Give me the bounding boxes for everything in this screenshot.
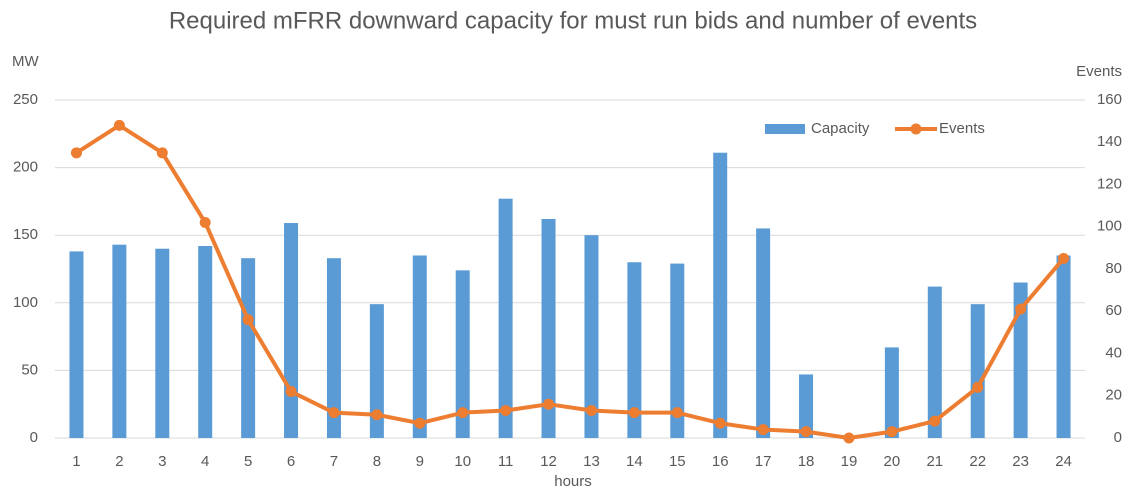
line-point bbox=[500, 405, 512, 417]
y2-tick-label: 120 bbox=[1097, 175, 1122, 192]
line-point bbox=[843, 432, 855, 444]
line-point bbox=[414, 417, 426, 429]
bar bbox=[713, 152, 728, 438]
line-point bbox=[757, 424, 769, 436]
x-tick-label: 22 bbox=[969, 453, 986, 470]
y2-tick-label: 80 bbox=[1105, 260, 1122, 277]
line-point bbox=[543, 398, 555, 410]
line-point bbox=[972, 381, 984, 393]
bar bbox=[69, 251, 84, 438]
x-tick-label: 12 bbox=[540, 453, 557, 470]
x-tick-label: 16 bbox=[712, 453, 729, 470]
y-tick-label: 200 bbox=[13, 159, 38, 176]
y2-tick-label: 160 bbox=[1097, 91, 1122, 108]
x-tick-label: 3 bbox=[158, 453, 166, 470]
chart-title: Required mFRR downward capacity for must… bbox=[169, 7, 977, 34]
y-tick-label: 100 bbox=[13, 294, 38, 311]
line-point bbox=[1058, 252, 1070, 264]
bar bbox=[284, 223, 299, 438]
x-tick-label: 4 bbox=[201, 453, 209, 470]
y2-axis-title: Events bbox=[1076, 63, 1122, 80]
y2-tick-label: 20 bbox=[1105, 387, 1122, 404]
x-tick-label: 11 bbox=[498, 453, 514, 470]
x-tick-label: 19 bbox=[841, 453, 858, 470]
bar bbox=[884, 347, 899, 438]
y2-tick-label: 140 bbox=[1097, 133, 1122, 150]
x-tick-label: 14 bbox=[626, 453, 643, 470]
line-point bbox=[371, 409, 383, 421]
line-point bbox=[242, 314, 254, 326]
bar bbox=[970, 304, 985, 438]
bar bbox=[412, 255, 427, 438]
x-axis-title: hours bbox=[554, 473, 592, 490]
x-tick-label: 15 bbox=[669, 453, 686, 470]
y-tick-label: 50 bbox=[21, 361, 38, 378]
x-tick-label: 21 bbox=[926, 453, 943, 470]
line-point bbox=[886, 426, 898, 438]
y2-tick-label: 60 bbox=[1105, 302, 1122, 319]
line-point bbox=[1015, 303, 1027, 315]
bar bbox=[241, 258, 256, 438]
y-tick-label: 250 bbox=[13, 91, 38, 108]
bar bbox=[198, 246, 213, 438]
bar bbox=[584, 235, 599, 438]
x-tick-label: 17 bbox=[755, 453, 772, 470]
y-tick-label: 150 bbox=[13, 226, 38, 243]
x-tick-label: 6 bbox=[287, 453, 295, 470]
bar bbox=[627, 262, 642, 438]
x-tick-label: 18 bbox=[798, 453, 815, 470]
line-point bbox=[328, 407, 340, 419]
line-point bbox=[113, 119, 125, 131]
bar bbox=[369, 304, 384, 438]
line-point bbox=[70, 147, 82, 159]
bar bbox=[112, 244, 127, 438]
x-tick-label: 7 bbox=[330, 453, 338, 470]
line-point bbox=[929, 415, 941, 427]
y2-tick-label: 40 bbox=[1105, 344, 1122, 361]
line-point bbox=[671, 407, 683, 419]
bar bbox=[1056, 255, 1071, 438]
line-point bbox=[457, 407, 469, 419]
line-point bbox=[199, 217, 211, 229]
x-tick-label: 5 bbox=[244, 453, 252, 470]
bar bbox=[756, 228, 771, 438]
bar bbox=[799, 374, 814, 438]
legend-label: Capacity bbox=[811, 120, 870, 137]
line-point bbox=[585, 405, 597, 417]
x-tick-label: 9 bbox=[416, 453, 424, 470]
y-tick-label: 0 bbox=[30, 429, 38, 446]
y2-tick-label: 0 bbox=[1114, 429, 1122, 446]
x-tick-label: 1 bbox=[72, 453, 80, 470]
legend-label: Events bbox=[939, 120, 985, 137]
legend-swatch-marker bbox=[910, 123, 922, 135]
x-tick-label: 13 bbox=[583, 453, 600, 470]
line-point bbox=[285, 386, 297, 398]
y-axis-title: MW bbox=[12, 53, 39, 70]
x-tick-label: 2 bbox=[115, 453, 123, 470]
bar bbox=[155, 248, 170, 438]
bar bbox=[1013, 282, 1028, 438]
bar bbox=[541, 218, 556, 438]
bar bbox=[670, 263, 685, 438]
x-tick-label: 23 bbox=[1012, 453, 1029, 470]
x-tick-label: 10 bbox=[454, 453, 471, 470]
bar bbox=[455, 270, 470, 438]
bar bbox=[326, 258, 341, 438]
x-tick-label: 20 bbox=[884, 453, 901, 470]
y2-tick-label: 100 bbox=[1097, 218, 1122, 235]
x-tick-label: 8 bbox=[373, 453, 381, 470]
line-point bbox=[628, 407, 640, 419]
bar bbox=[498, 198, 513, 438]
line-point bbox=[714, 417, 726, 429]
legend-swatch bbox=[765, 124, 805, 134]
x-tick-label: 24 bbox=[1055, 453, 1072, 470]
line-point bbox=[800, 426, 812, 438]
bar bbox=[927, 286, 942, 438]
line bbox=[75, 123, 1066, 440]
line-point bbox=[156, 147, 168, 159]
